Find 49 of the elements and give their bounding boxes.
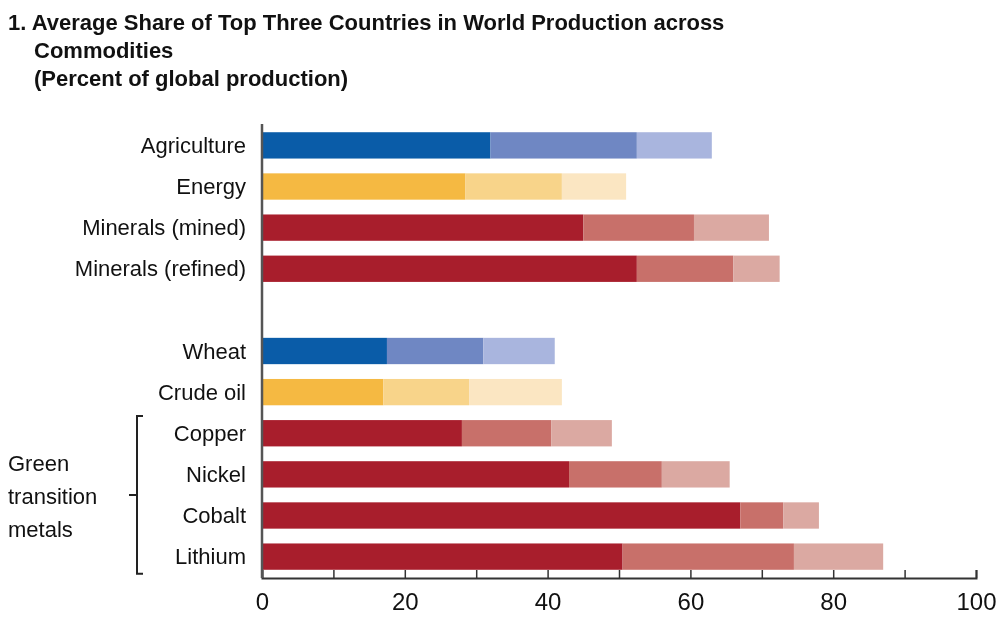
x-tick-label: 60 bbox=[677, 587, 705, 615]
bar bbox=[740, 502, 784, 529]
x-tick-label: 100 bbox=[956, 587, 997, 615]
y-tick-label: Minerals (mined) bbox=[82, 215, 246, 241]
y-tick-label: Nickel bbox=[186, 462, 246, 488]
bar bbox=[262, 255, 637, 282]
bar bbox=[262, 502, 741, 529]
bar bbox=[262, 132, 491, 159]
y-tick-label: Cobalt bbox=[182, 503, 246, 529]
y-tick-label: Copper bbox=[173, 420, 246, 446]
bar bbox=[469, 378, 562, 406]
x-tick-label: 40 bbox=[534, 587, 562, 615]
bar bbox=[386, 337, 484, 365]
bar bbox=[693, 214, 769, 241]
bar bbox=[262, 543, 623, 570]
y-tick-label: Crude oil bbox=[157, 379, 246, 405]
bar bbox=[483, 337, 555, 365]
bar bbox=[661, 461, 730, 488]
chart-title: 1. Average Share of Top Three Countries in World Production across Commodities bbox=[8, 10, 725, 63]
bar bbox=[561, 173, 627, 200]
bar bbox=[262, 173, 466, 200]
bar bbox=[733, 255, 780, 282]
y-tick-label: Agriculture bbox=[140, 133, 246, 159]
x-tick-label: 20 bbox=[391, 587, 419, 615]
bar bbox=[783, 502, 819, 529]
bar bbox=[636, 132, 712, 159]
y-tick-label: Wheat bbox=[182, 338, 246, 364]
bar bbox=[461, 420, 552, 447]
bar bbox=[262, 420, 462, 447]
bar bbox=[583, 214, 694, 241]
text: Green transition metals bbox=[8, 450, 98, 542]
bar bbox=[622, 543, 794, 570]
x-tick-label: 0 bbox=[255, 587, 270, 615]
bar bbox=[262, 337, 387, 365]
bar bbox=[793, 543, 884, 570]
y-tick-label: Energy bbox=[176, 174, 246, 200]
chart-subtitle: (Percent of global production) bbox=[34, 66, 349, 91]
bar bbox=[636, 255, 734, 282]
bar bbox=[465, 173, 562, 200]
y-tick-label: Lithium bbox=[175, 544, 246, 570]
bar bbox=[383, 378, 470, 406]
bar bbox=[262, 378, 384, 406]
bar bbox=[262, 214, 584, 241]
y-tick-label: Minerals (refined) bbox=[74, 256, 246, 282]
x-tick-label: 80 bbox=[820, 587, 848, 615]
bar bbox=[569, 461, 662, 488]
bar bbox=[551, 420, 612, 447]
bar bbox=[490, 132, 637, 159]
bar bbox=[262, 461, 570, 488]
